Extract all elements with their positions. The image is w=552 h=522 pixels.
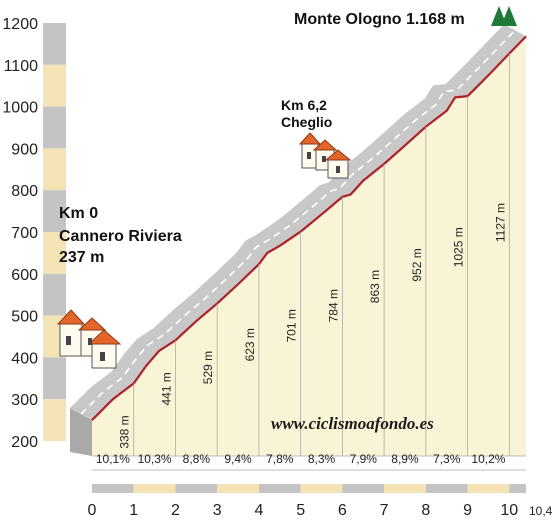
km-altitude-label: 701 m: [285, 309, 299, 342]
km-altitude-label: 1127 m: [493, 203, 507, 242]
y-tick-label: 1100: [4, 58, 39, 75]
y-tick-label: 400: [11, 350, 38, 367]
x-tick-label: 2: [171, 502, 180, 519]
x-tick-label: 3: [213, 502, 222, 519]
y-axis-segment: [43, 148, 66, 191]
watermark-text: www.ciclismoafondo.es: [271, 414, 434, 433]
x-axis-segment: [467, 484, 510, 493]
summit-tree-icon: [491, 6, 517, 26]
km-altitude-label: 784 m: [326, 289, 340, 322]
town-icon-start: [56, 309, 122, 369]
y-axis-segment: [43, 273, 66, 316]
x-axis-segment: [509, 484, 526, 493]
mid-km-label: Km 6,2: [281, 97, 327, 113]
x-axis-segment: [133, 484, 176, 493]
y-axis-segment: [43, 190, 66, 232]
x-tick-label: 7: [380, 502, 389, 519]
km-altitude-label: 338 m: [118, 415, 132, 448]
y-tick-label: 1000: [2, 100, 38, 117]
y-axis-segment: [43, 357, 66, 400]
gradient-label: 8,9%: [391, 452, 419, 466]
x-axis-segment: [300, 484, 343, 493]
x-axis-segment: [175, 484, 218, 493]
y-tick-label: 800: [11, 183, 38, 200]
x-tick-label: 8: [421, 502, 430, 519]
mid-name-label: Cheglio: [281, 114, 332, 130]
road-centerline: [80, 29, 516, 415]
y-tick-label: 1200: [2, 16, 38, 33]
start-alt-label: 237 m: [59, 249, 104, 266]
x-end-label: 10,4: [529, 504, 552, 518]
y-tick-label: 300: [11, 392, 38, 409]
x-tick-label: 9: [463, 502, 472, 519]
start-name-label: Cannero Riviera: [59, 228, 182, 245]
km-altitude-label: 1025 m: [452, 227, 466, 267]
profile-ridge: [70, 24, 526, 421]
x-axis: 0 1 2 3 4 5 6 7 8 9 10 10,4: [88, 484, 552, 519]
x-tick-label: 6: [338, 502, 347, 519]
y-tick-label: 900: [11, 141, 38, 158]
y-axis-bar: 1200 1100 1000 900 800 700 600 500 400 300 200: [2, 16, 66, 451]
x-tick-label: 0: [88, 502, 97, 519]
x-axis-segment: [384, 484, 426, 493]
town-icon-cheglio: [298, 132, 352, 179]
gradient-label: 10,1%: [96, 452, 130, 466]
gradient-label: 8,3%: [308, 452, 336, 466]
gradient-label: 7,9%: [350, 452, 378, 466]
y-axis-segment: [43, 106, 66, 149]
y-tick-label: 500: [11, 309, 38, 326]
profile-fill: [92, 36, 526, 456]
start-km-label: Km 0: [59, 205, 98, 222]
y-tick-label: 600: [11, 267, 38, 284]
x-tick-label: 5: [296, 502, 305, 519]
km-verticals: 338 m 441 m 529 m 623 m 701 m 784 m 863 m 952 m…: [92, 53, 526, 471]
km-altitude-label: 863 m: [368, 270, 382, 303]
km-altitude-label: 529 m: [201, 351, 215, 384]
gradient-label: 7,3%: [433, 452, 461, 466]
gradient-label: 8,8%: [183, 452, 211, 466]
y-axis-segment: [43, 232, 66, 274]
x-tick-label: 10: [500, 502, 518, 519]
y-axis-segment: [43, 399, 66, 441]
x-axis-segment: [425, 484, 468, 493]
x-axis-segment: [92, 484, 134, 493]
km-altitude-label: 623 m: [243, 328, 257, 361]
y-tick-label: 200: [11, 434, 38, 451]
km-altitude-label: 441 m: [159, 372, 173, 405]
x-axis-segment: [217, 484, 259, 493]
gradient-label: 10,2%: [471, 452, 505, 466]
y-axis-segment: [43, 23, 66, 65]
profile-line: [91, 35, 527, 421]
gradient-label: 9,4%: [224, 452, 252, 466]
y-axis-segment: [43, 64, 66, 107]
summit-label: Monte Ologno 1.168 m: [294, 11, 465, 28]
profile-layer: [70, 24, 527, 456]
km-altitude-label: 952 m: [410, 248, 424, 281]
ridge-side: [70, 408, 92, 456]
y-tick-label: 700: [11, 225, 38, 242]
gradient-label: 10,3%: [138, 452, 172, 466]
x-axis-segment: [342, 484, 385, 493]
x-tick-label: 1: [129, 502, 138, 519]
x-axis-segment: [258, 484, 301, 493]
gradient-label: 7,8%: [266, 452, 294, 466]
x-tick-label: 4: [254, 502, 263, 519]
